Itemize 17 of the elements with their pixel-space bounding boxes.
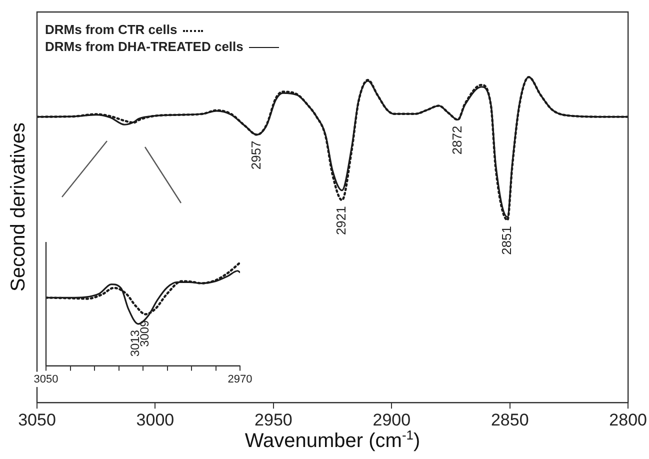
annotation: 2872 bbox=[449, 126, 464, 155]
x-tick-label: 2850 bbox=[490, 410, 529, 430]
legend-label: DRMs from CTR cells bbox=[45, 22, 178, 37]
annotation: 3009 bbox=[138, 320, 152, 347]
y-axis-title: Second derivatives bbox=[8, 122, 30, 292]
x-tick-label: 3000 bbox=[136, 410, 174, 430]
x-tick-label: 2950 bbox=[254, 410, 292, 430]
legend-label: DRMs from DHA-TREATED cells bbox=[45, 39, 244, 54]
x-tick-label: 3050 bbox=[18, 410, 56, 430]
x-tick-label: 3050 bbox=[34, 373, 58, 386]
x-tick-label: 2900 bbox=[372, 410, 411, 430]
x-tick-label: 2970 bbox=[228, 373, 252, 386]
annotation: 2957 bbox=[248, 140, 264, 170]
x-tick-label: 2800 bbox=[609, 410, 648, 430]
annotation: 2921 bbox=[334, 206, 349, 236]
annotation: 2851 bbox=[499, 226, 514, 255]
x-axis-title: Wavenumber (cm$^{-1}$) bbox=[244, 426, 420, 452]
